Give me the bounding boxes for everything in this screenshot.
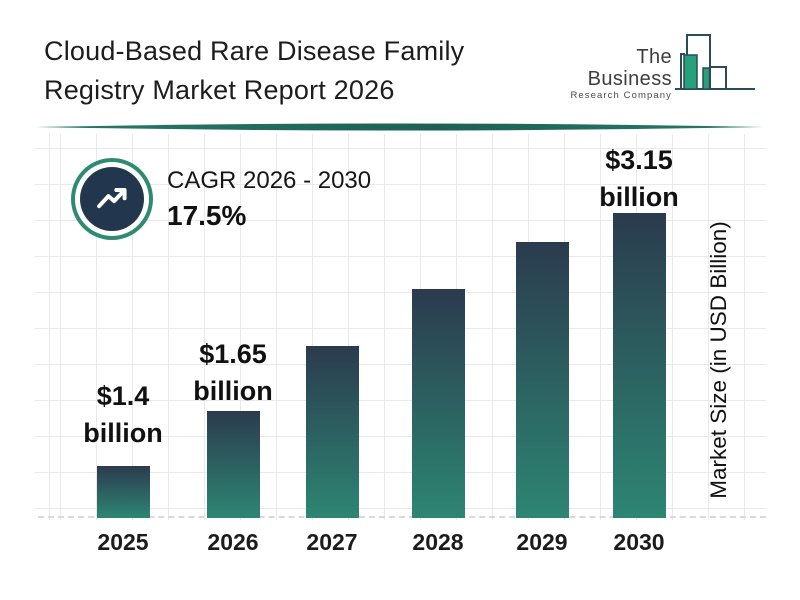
- header-divider: [35, 123, 765, 131]
- cagr-text: CAGR 2026 - 2030 17.5%: [167, 167, 371, 233]
- trend-up-arrow-icon: [97, 188, 127, 209]
- x-tick-2029: 2029: [516, 529, 568, 555]
- company-logo: The Business Research Company: [552, 46, 672, 102]
- logo-subname: Research Company: [570, 90, 672, 101]
- bar-2029: [516, 242, 569, 518]
- cagr-value: 17.5%: [167, 200, 247, 231]
- x-tick-2030: 2030: [613, 529, 665, 555]
- y-axis-label: Market Size (in USD Billion): [706, 221, 731, 499]
- bar-2027: [306, 346, 359, 518]
- bar-2030: [613, 213, 666, 518]
- page-title-line2: Registry Market Report 2026: [44, 75, 395, 105]
- x-axis-baseline: [38, 516, 766, 518]
- cagr-badge: [71, 158, 153, 240]
- value-label-2025: $1.4 billion: [83, 381, 163, 448]
- bar-2026: [207, 411, 260, 518]
- cagr-label: CAGR 2026 - 2030: [167, 167, 372, 194]
- x-tick-2026: 2026: [207, 529, 259, 555]
- logo-name: The Business: [587, 46, 672, 90]
- page-title-line1: Cloud-Based Rare Disease Family: [44, 36, 465, 66]
- x-tick-2025: 2025: [97, 529, 149, 555]
- bar-2028: [412, 289, 465, 518]
- logo-buildings-icon: [675, 34, 755, 90]
- value-label-2026: $1.65 billion: [193, 339, 273, 406]
- value-label-2030: $3.15 billion: [599, 145, 679, 212]
- bar-2025: [97, 466, 150, 518]
- page-title: Cloud-Based Rare Disease Family Registry…: [44, 32, 464, 110]
- x-tick-2027: 2027: [306, 529, 358, 555]
- x-tick-2028: 2028: [412, 529, 464, 555]
